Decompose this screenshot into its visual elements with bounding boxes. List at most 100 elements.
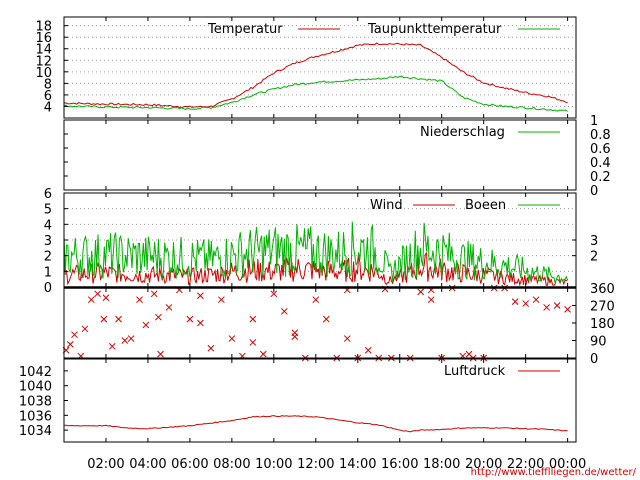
- wind-direction-point: [511, 298, 519, 305]
- wind-direction-point: [249, 315, 257, 323]
- y-tick-label: 3: [44, 234, 52, 249]
- y-tick-label-right: 0: [590, 352, 598, 367]
- y-tick-label: 1: [44, 265, 52, 280]
- y-tick-label: 6: [44, 89, 52, 104]
- x-tick-label: 18:00: [423, 457, 460, 472]
- wind-direction-point: [364, 346, 372, 354]
- x-tick-label: 00:00: [549, 457, 586, 472]
- y-tick-label: 16: [35, 31, 52, 46]
- y-tick-label-right: 0.4: [590, 156, 611, 171]
- y-tick-label: 18: [35, 20, 52, 35]
- wind-direction-point: [186, 315, 194, 323]
- x-tick-label: 06:00: [171, 457, 208, 472]
- y-tick-label: 1040: [19, 380, 52, 395]
- y-tick-label: 14: [35, 43, 52, 58]
- y-tick-label: 4: [44, 218, 52, 233]
- series-layer: [62, 42, 571, 433]
- wind-direction-point: [157, 350, 164, 358]
- wind-direction-point: [553, 302, 561, 309]
- wind-direction-point: [66, 341, 74, 348]
- x-tick-label: 20:00: [465, 457, 502, 472]
- y-tick-label: 10: [35, 66, 52, 81]
- panel-frame-precipitation: [63, 119, 577, 191]
- wind-direction-point: [71, 331, 78, 339]
- y-tick-label-right: 90: [590, 335, 607, 350]
- y-tick-label-right: 1: [590, 114, 598, 129]
- wind-direction-point: [228, 335, 236, 342]
- legend-label-boeen: Boeen: [465, 198, 506, 213]
- wind-direction-point: [564, 306, 571, 313]
- wind-direction-point: [121, 337, 129, 344]
- wind-direction-point: [127, 335, 135, 342]
- y-tick-label-right: 0.8: [590, 128, 611, 143]
- wind-direction-point: [291, 329, 299, 337]
- wind-direction-point: [197, 319, 204, 327]
- wind-direction-point: [207, 344, 215, 352]
- wind-direction-point: [270, 290, 278, 298]
- wind-direction-point: [115, 315, 122, 323]
- x-tick-label: 08:00: [213, 457, 250, 472]
- y-tick-label-right: 180: [590, 317, 615, 332]
- series-line-luftdruck: [64, 415, 568, 433]
- y-tick-label: 1042: [19, 365, 52, 380]
- panel-frame-temperature: [63, 16, 577, 119]
- series-line-temperatur: [63, 42, 568, 109]
- y-tick-label: 8: [44, 77, 52, 92]
- x-tick-label: 02:00: [87, 457, 124, 472]
- y-tick-label-right: 3: [590, 234, 598, 249]
- y-tick-label: 1036: [19, 409, 52, 424]
- x-tick-label: 16:00: [381, 457, 418, 472]
- wind-direction-point: [102, 294, 110, 302]
- label-layer: 02:00 04:00 06:00 08:00 10:00 12:00 14:00 16:00…: [19, 20, 615, 472]
- y-tick-label: 1034: [19, 424, 52, 439]
- wind-direction-point: [150, 290, 158, 298]
- wind-direction-point: [522, 300, 529, 307]
- y-tick-label: 4: [44, 100, 52, 115]
- wind-direction-point: [155, 313, 162, 321]
- wind-direction-point: [87, 296, 95, 304]
- y-tick-label: 12: [35, 54, 52, 69]
- x-tick-label: 10:00: [255, 457, 292, 472]
- legend-label-luftdruck: Luftdruck: [444, 364, 506, 379]
- legend-label-niederschlag: Niederschlag: [420, 125, 505, 140]
- series-line-taupunkttemperatur: [63, 75, 568, 112]
- wind-direction-point: [312, 296, 320, 304]
- x-tick-label: 12:00: [297, 457, 334, 472]
- x-tick-label: 22:00: [507, 457, 544, 472]
- wind-direction-point: [197, 292, 204, 300]
- y-tick-label-right: 0: [590, 184, 598, 199]
- wind-direction-point: [108, 342, 116, 350]
- credit-text: http://www.tiefflliegen.de/wetter/: [471, 467, 637, 478]
- wind-direction-point: [218, 296, 225, 304]
- series-line-boeen: [63, 221, 569, 284]
- y-tick-label: 6: [44, 187, 52, 202]
- wind-direction-point: [280, 307, 288, 315]
- frame-layer: [63, 16, 577, 443]
- y-tick-label: 1038: [19, 395, 52, 410]
- wind-direction-point: [165, 304, 173, 311]
- wind-direction-point: [94, 290, 101, 298]
- y-tick-label-right: 2: [590, 250, 598, 265]
- wind-direction-point: [427, 296, 435, 304]
- wind-direction-point: [543, 304, 550, 311]
- y-tick-label: 2: [44, 250, 52, 265]
- x-tick-label: 14:00: [339, 457, 376, 472]
- y-tick-label: 5: [44, 203, 52, 218]
- x-tick-label: 04:00: [129, 457, 166, 472]
- wind-direction-point: [249, 339, 257, 346]
- y-tick-label-right: 0.2: [590, 170, 611, 185]
- wind-direction-point: [100, 315, 108, 323]
- wind-direction-point: [417, 288, 425, 296]
- y-tick-label-right: 0.6: [590, 142, 611, 157]
- y-tick-label: 0: [44, 281, 52, 296]
- legend-label-taupunkttemperatur: Taupunkttemperatur: [367, 22, 502, 37]
- legend-label-wind: Wind: [370, 198, 403, 213]
- wind-direction-point: [136, 296, 143, 304]
- grid-layer: [64, 25, 576, 288]
- wind-direction-point: [343, 335, 351, 342]
- y-tick-label-right: 360: [590, 282, 615, 297]
- y-tick-label-right: 270: [590, 300, 615, 315]
- wind-direction-point: [142, 321, 150, 329]
- wind-direction-point: [322, 315, 330, 323]
